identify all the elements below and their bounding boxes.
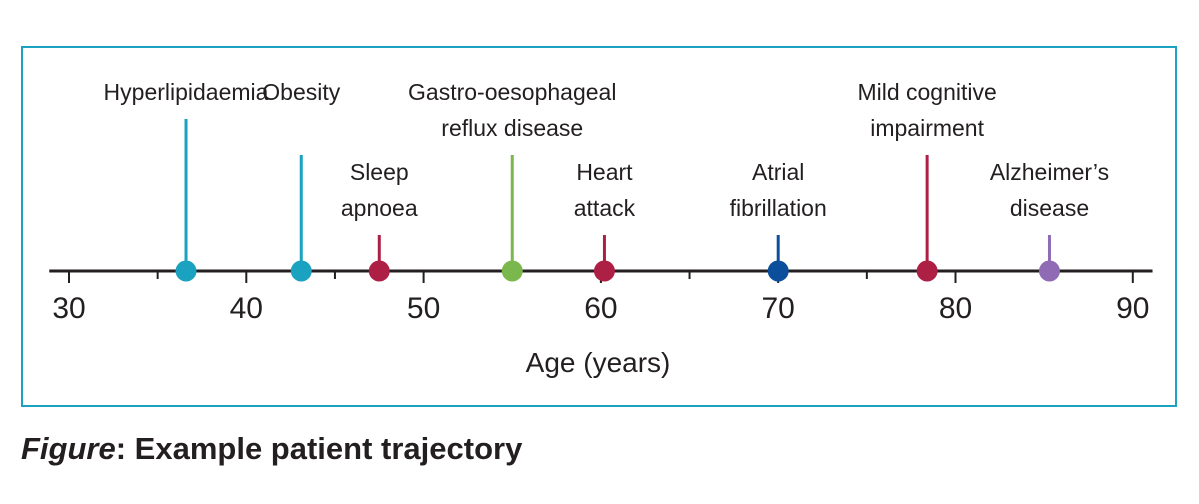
event-label: Sleep apnoea xyxy=(341,159,418,221)
event-label: Alzheimer’s disease xyxy=(990,159,1109,221)
figure-frame: 30 40 50 60 70 80 90 Hyperlipidaemia Obesity Sle… xyxy=(21,46,1177,407)
event-label-line: impairment xyxy=(870,115,984,141)
event-label-line: Heart xyxy=(576,159,633,185)
tick-label: 70 xyxy=(762,292,795,325)
tick-label: 40 xyxy=(230,292,263,325)
event-label: Obesity xyxy=(262,79,340,105)
figure-caption: Figure: Example patient trajectory xyxy=(21,431,522,467)
event-label: Atrial fibrillation xyxy=(730,159,827,221)
tick-label: 60 xyxy=(584,292,617,325)
event-marker xyxy=(593,260,615,282)
event-marker xyxy=(175,260,197,282)
event-label: Heart attack xyxy=(574,159,636,221)
event-label: Hyperlipidaemia xyxy=(104,79,269,105)
tick-label: 80 xyxy=(939,292,972,325)
event-label: Gastro-oesophageal reflux disease xyxy=(408,79,616,141)
event-label-line: Obesity xyxy=(262,79,340,105)
event-label-line: Hyperlipidaemia xyxy=(104,79,269,105)
x-axis-title: Age (years) xyxy=(526,347,671,378)
event-label-line: Sleep xyxy=(350,159,409,185)
event-label-line: Gastro-oesophageal xyxy=(408,79,616,105)
event-label-line: apnoea xyxy=(341,195,418,221)
event-marker xyxy=(290,260,312,282)
tick-label: 30 xyxy=(52,292,85,325)
event-label-line: Alzheimer’s xyxy=(990,159,1109,185)
event-label-line: fibrillation xyxy=(730,195,827,221)
event-marker xyxy=(916,260,938,282)
tick-label: 50 xyxy=(407,292,440,325)
event-marker xyxy=(368,260,390,282)
caption-separator: : xyxy=(115,431,127,466)
caption-text: Example patient trajectory xyxy=(126,431,523,466)
caption-prefix: Figure xyxy=(21,431,116,466)
tick-label: 90 xyxy=(1116,292,1149,325)
event-label-line: Atrial xyxy=(752,159,804,185)
event-marker xyxy=(767,260,789,282)
event-label-line: disease xyxy=(1010,195,1089,221)
event-marker xyxy=(1038,260,1060,282)
event-markers xyxy=(175,260,1060,282)
event-label-line: Mild cognitive xyxy=(857,79,996,105)
event-label-line: attack xyxy=(574,195,636,221)
event-label: Mild cognitive impairment xyxy=(857,79,996,141)
event-label-line: reflux disease xyxy=(441,115,583,141)
event-marker xyxy=(501,260,523,282)
